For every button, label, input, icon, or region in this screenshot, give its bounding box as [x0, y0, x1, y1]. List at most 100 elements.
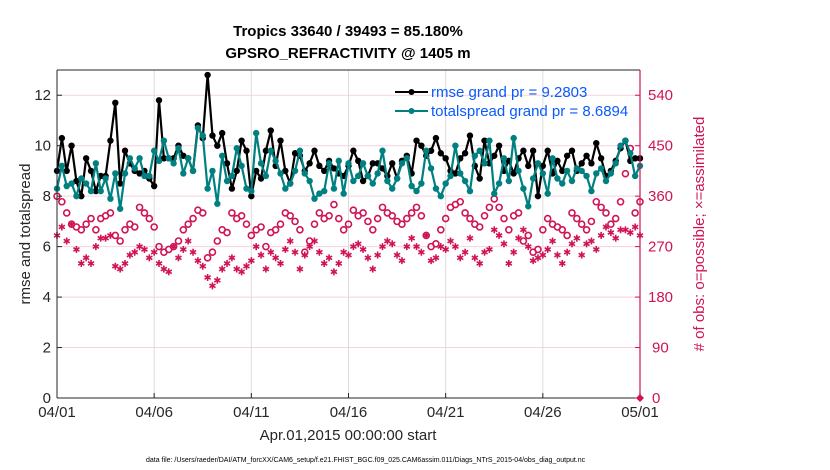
obs-possible-point — [135, 203, 144, 212]
totalspread-point — [452, 142, 459, 149]
totalspread-point — [515, 167, 522, 175]
rmse-point — [529, 147, 537, 154]
totalspread-point — [602, 177, 610, 185]
x-tick-label: 04/06 — [135, 404, 173, 421]
rmse-point — [525, 162, 532, 170]
chart-title: Tropics 33640 / 39493 = 85.180% — [233, 23, 463, 40]
totalspread-point — [476, 147, 483, 154]
rmse-point — [136, 170, 143, 177]
totalspread-point — [82, 180, 90, 187]
totalspread-point — [384, 177, 391, 185]
totalspread-point — [296, 147, 304, 154]
rmse-point — [267, 127, 274, 134]
rmse-point — [476, 175, 483, 182]
totalspread-point — [325, 160, 333, 167]
rmse-point — [466, 132, 474, 139]
totalspread-point — [631, 172, 639, 180]
obs-possible-point — [145, 214, 154, 223]
obs-possible-point — [543, 214, 552, 223]
obs-possible-point — [315, 209, 324, 217]
totalspread-point — [398, 160, 406, 167]
rmse-point — [155, 97, 163, 104]
y2-tick-label: 0 — [652, 390, 660, 407]
rmse-point — [252, 167, 260, 175]
rmse-point — [452, 170, 459, 177]
obs-possible-point — [334, 214, 343, 223]
obs-possible-point — [495, 203, 503, 212]
totalspread-point — [486, 137, 493, 144]
obs-possible-point — [92, 225, 100, 234]
obs-assimilated-point — [597, 231, 605, 239]
obs-possible-point — [130, 223, 139, 231]
totalspread-point — [423, 147, 430, 154]
obs-possible-point — [437, 225, 445, 234]
rmse-point — [209, 132, 216, 139]
obs-assimilated-point — [587, 237, 595, 245]
obs-possible-point — [82, 220, 90, 228]
rmse-point — [150, 182, 158, 190]
obs-possible-point — [514, 209, 523, 217]
obs-possible-point — [587, 217, 596, 226]
totalspread-point — [287, 180, 294, 187]
totalspread-point — [92, 160, 100, 167]
totalspread-point — [194, 124, 202, 132]
obs-assimilated-point — [252, 243, 260, 251]
totalspread-point — [408, 182, 415, 190]
rmse-point — [539, 162, 547, 170]
obs-possible-point — [339, 225, 348, 234]
obs-assimilated-point — [626, 229, 634, 237]
obs-assimilated-point — [476, 259, 484, 267]
chart-subtitle: GPSRO_REFRACTIVITY @ 1405 m — [225, 45, 470, 62]
obs-possible-point — [213, 237, 222, 245]
totalspread-point — [209, 167, 216, 175]
rmse-point — [82, 155, 90, 162]
rmse-point — [359, 177, 367, 185]
totalspread-point — [170, 160, 177, 167]
obs-assimilated-point — [97, 234, 105, 242]
totalspread-point — [457, 170, 464, 177]
rmse-point — [243, 147, 250, 154]
totalspread-point — [617, 142, 624, 149]
obs-possible-point — [539, 225, 547, 234]
totalspread-point — [107, 195, 114, 202]
obs-assimilated-point — [238, 268, 246, 276]
obs-assimilated-point — [393, 251, 401, 259]
totalspread-point — [481, 160, 488, 167]
obs-possible-point — [155, 242, 163, 251]
x-tick-label: 04/16 — [330, 404, 368, 421]
obs-assimilated-point — [102, 234, 110, 242]
obs-assimilated-point — [233, 265, 241, 273]
totalspread-point — [495, 180, 503, 187]
obs-possible-point — [106, 209, 115, 217]
obs-assimilated-point — [199, 262, 207, 270]
x-axis-label: Apr.01,2015 00:00:00 start — [260, 427, 438, 444]
y-tick-label: 4 — [43, 289, 51, 306]
obs-assimilated-point — [281, 245, 289, 253]
rmse-point — [58, 134, 66, 142]
obs-possible-point — [577, 220, 586, 228]
obs-possible-point — [286, 211, 295, 220]
obs-possible-point — [271, 225, 280, 234]
rmse-point — [321, 167, 328, 175]
totalspread-point — [525, 203, 532, 210]
obs-assimilated-point — [306, 243, 314, 251]
rmse-point — [306, 160, 313, 167]
obs-possible-point — [58, 197, 66, 206]
obs-assimilated-point — [145, 254, 153, 262]
totalspread-point — [447, 172, 454, 180]
obs-assimilated-point — [194, 257, 202, 265]
rmse-point — [87, 167, 95, 175]
obs-possible-point — [398, 220, 406, 228]
totalspread-point — [437, 192, 445, 200]
totalspread-point — [364, 172, 372, 180]
totalspread-point — [379, 147, 386, 154]
rmse-point — [107, 137, 114, 144]
obs-assimilated-point — [121, 259, 129, 267]
totalspread-point — [150, 147, 158, 154]
obs-possible-point — [500, 214, 508, 223]
totalspread-point — [505, 177, 513, 185]
totalspread-point — [102, 175, 109, 182]
obs-assimilated-point — [175, 254, 182, 262]
obs-possible-point — [568, 209, 576, 217]
